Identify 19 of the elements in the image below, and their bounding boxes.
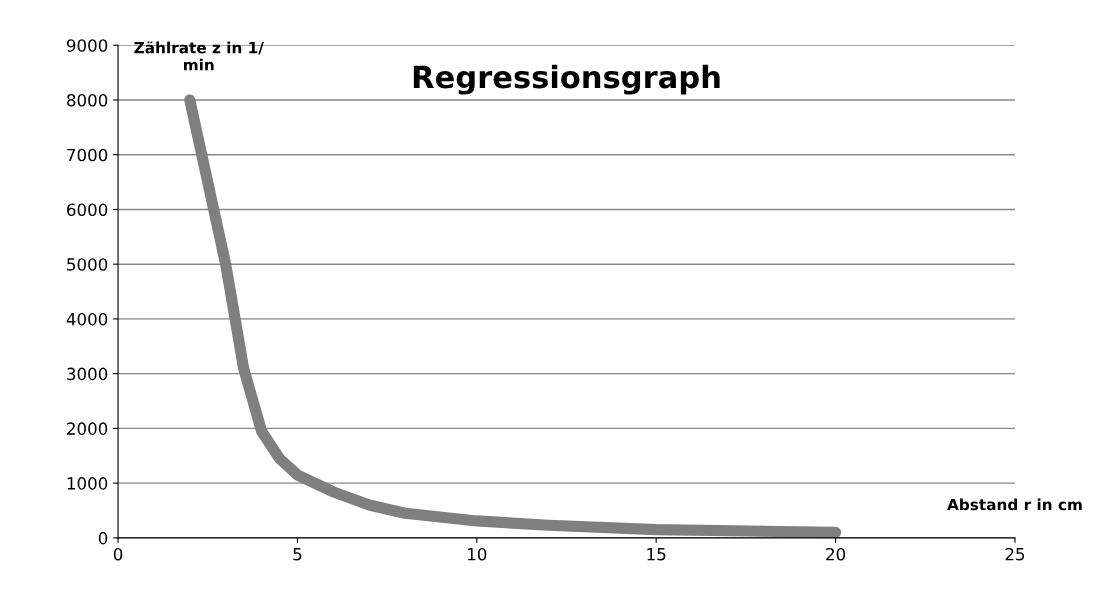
y-tick-label: 4000 — [66, 312, 108, 326]
y-tick-label: 2000 — [67, 422, 108, 435]
x-tick-label: 20 — [826, 547, 846, 561]
y-tick-label: 6000 — [67, 203, 108, 217]
x-tick-label: 25 — [1005, 547, 1025, 561]
x-tick-label: 10 — [468, 547, 487, 561]
x-tick-label: 15 — [647, 548, 666, 561]
y-tick-label: 3000 — [67, 367, 108, 381]
y-tick-label: 5000 — [67, 258, 108, 271]
y-axis-title: Zählrate z in 1/ min — [134, 41, 264, 71]
text: Regressionsgraph — [413, 64, 720, 95]
y-tick-label: 0 — [98, 531, 108, 545]
x-tick-label: 0 — [113, 547, 123, 561]
y-tick-label: 1000 — [67, 477, 108, 490]
y-tick-label: 7000 — [67, 148, 108, 162]
y-tick-label: 8000 — [67, 93, 108, 107]
x-axis-title: Abstand r in cm — [947, 498, 1082, 511]
x-tick-label: 5 — [293, 548, 302, 561]
y-tick-label: 9000 — [66, 39, 108, 52]
